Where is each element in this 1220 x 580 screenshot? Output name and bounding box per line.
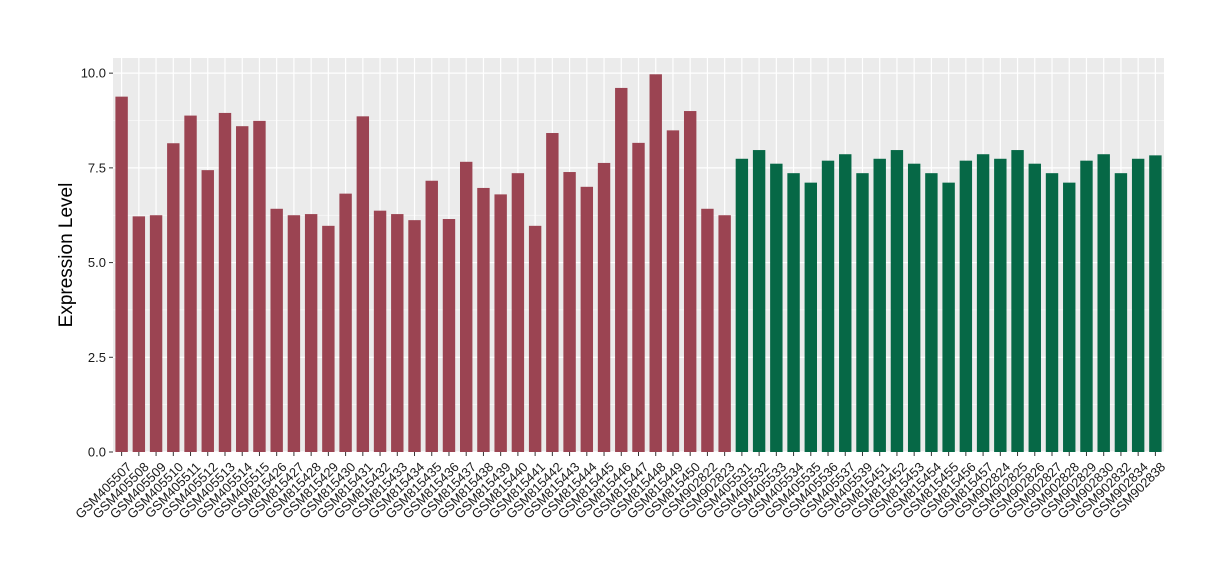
y-tick-label: 7.5 [88,160,106,175]
bar-GSM815441 [528,225,542,452]
bar-GSM815427 [287,215,301,452]
bar-GSM405508 [132,216,146,452]
bar-GSM902838 [1149,155,1162,452]
y-tick-label: 5.0 [88,255,106,270]
bar-GSM815448 [649,74,662,453]
bar-GSM815454 [925,173,938,452]
bar-GSM815444 [580,186,594,453]
y-tick-label: 2.5 [88,350,106,365]
bar-GSM405533 [770,163,783,453]
x-axis: GSM405507GSM405508GSM405509GSM405510GSM4… [72,452,1168,522]
bar-GSM405534 [787,173,800,452]
bar-GSM405515 [253,120,266,452]
y-tick-label: 0.0 [88,445,106,460]
bar-GSM902827 [1045,173,1059,452]
bar-GSM815443 [563,172,576,452]
bar-GSM815446 [615,87,628,453]
bar-GSM405539 [856,173,869,452]
bar-GSM815440 [511,173,525,452]
bars-group [115,74,1162,453]
y-axis: 0.0 2.5 5.0 7.5 10.0 [81,66,113,460]
bar-GSM815450 [683,111,697,453]
bar-GSM815447 [632,142,645,452]
bar-GSM405507 [115,96,128,453]
bar-GSM902830 [1097,154,1110,452]
bar-GSM815430 [339,193,352,452]
bar-GSM902826 [1028,163,1041,453]
bar-GSM405511 [184,115,197,452]
y-axis-title: Expression Level [56,183,77,328]
bar-GSM815431 [356,116,370,452]
bar-GSM902834 [1131,158,1145,452]
bar-GSM815433 [391,214,404,452]
bar-GSM815429 [322,225,335,452]
bar-GSM815453 [907,163,921,453]
bar-GSM405536 [821,160,835,453]
bar-GSM815426 [270,208,283,452]
bar-GSM815434 [408,220,421,452]
bar-GSM815435 [425,180,438,452]
bar-GSM815445 [597,162,611,453]
bar-GSM815452 [890,150,904,452]
bar-GSM405509 [149,215,163,452]
bar-GSM405512 [201,170,214,452]
bar-GSM902825 [1011,150,1024,452]
bar-GSM902828 [1063,182,1076,452]
bar-GSM902824 [994,158,1007,452]
bar-GSM815449 [666,130,680,452]
bar-GSM815455 [942,182,955,452]
bar-GSM902823 [718,215,731,452]
bar-GSM405510 [167,143,180,452]
bar-GSM902829 [1080,160,1093,453]
bar-GSM405514 [236,126,249,452]
y-tick-label: 10.0 [81,66,106,81]
bar-GSM815442 [546,133,559,452]
bar-GSM815428 [304,214,318,452]
bar-GSM902832 [1114,173,1128,452]
bar-GSM405537 [839,154,852,452]
bar-GSM902822 [701,208,714,452]
bar-GSM815439 [494,194,507,452]
bar-GSM405532 [752,150,766,452]
bar-GSM815438 [477,187,490,453]
bar-GSM815436 [442,219,456,452]
bar-GSM405535 [804,182,817,452]
bar-GSM405513 [218,112,232,453]
bar-GSM815432 [373,210,387,452]
bar-GSM815457 [976,154,990,452]
bar-GSM815451 [873,158,886,452]
bar-GSM815456 [959,160,973,453]
bar-GSM405531 [735,158,749,452]
bar-GSM815437 [460,161,473,453]
